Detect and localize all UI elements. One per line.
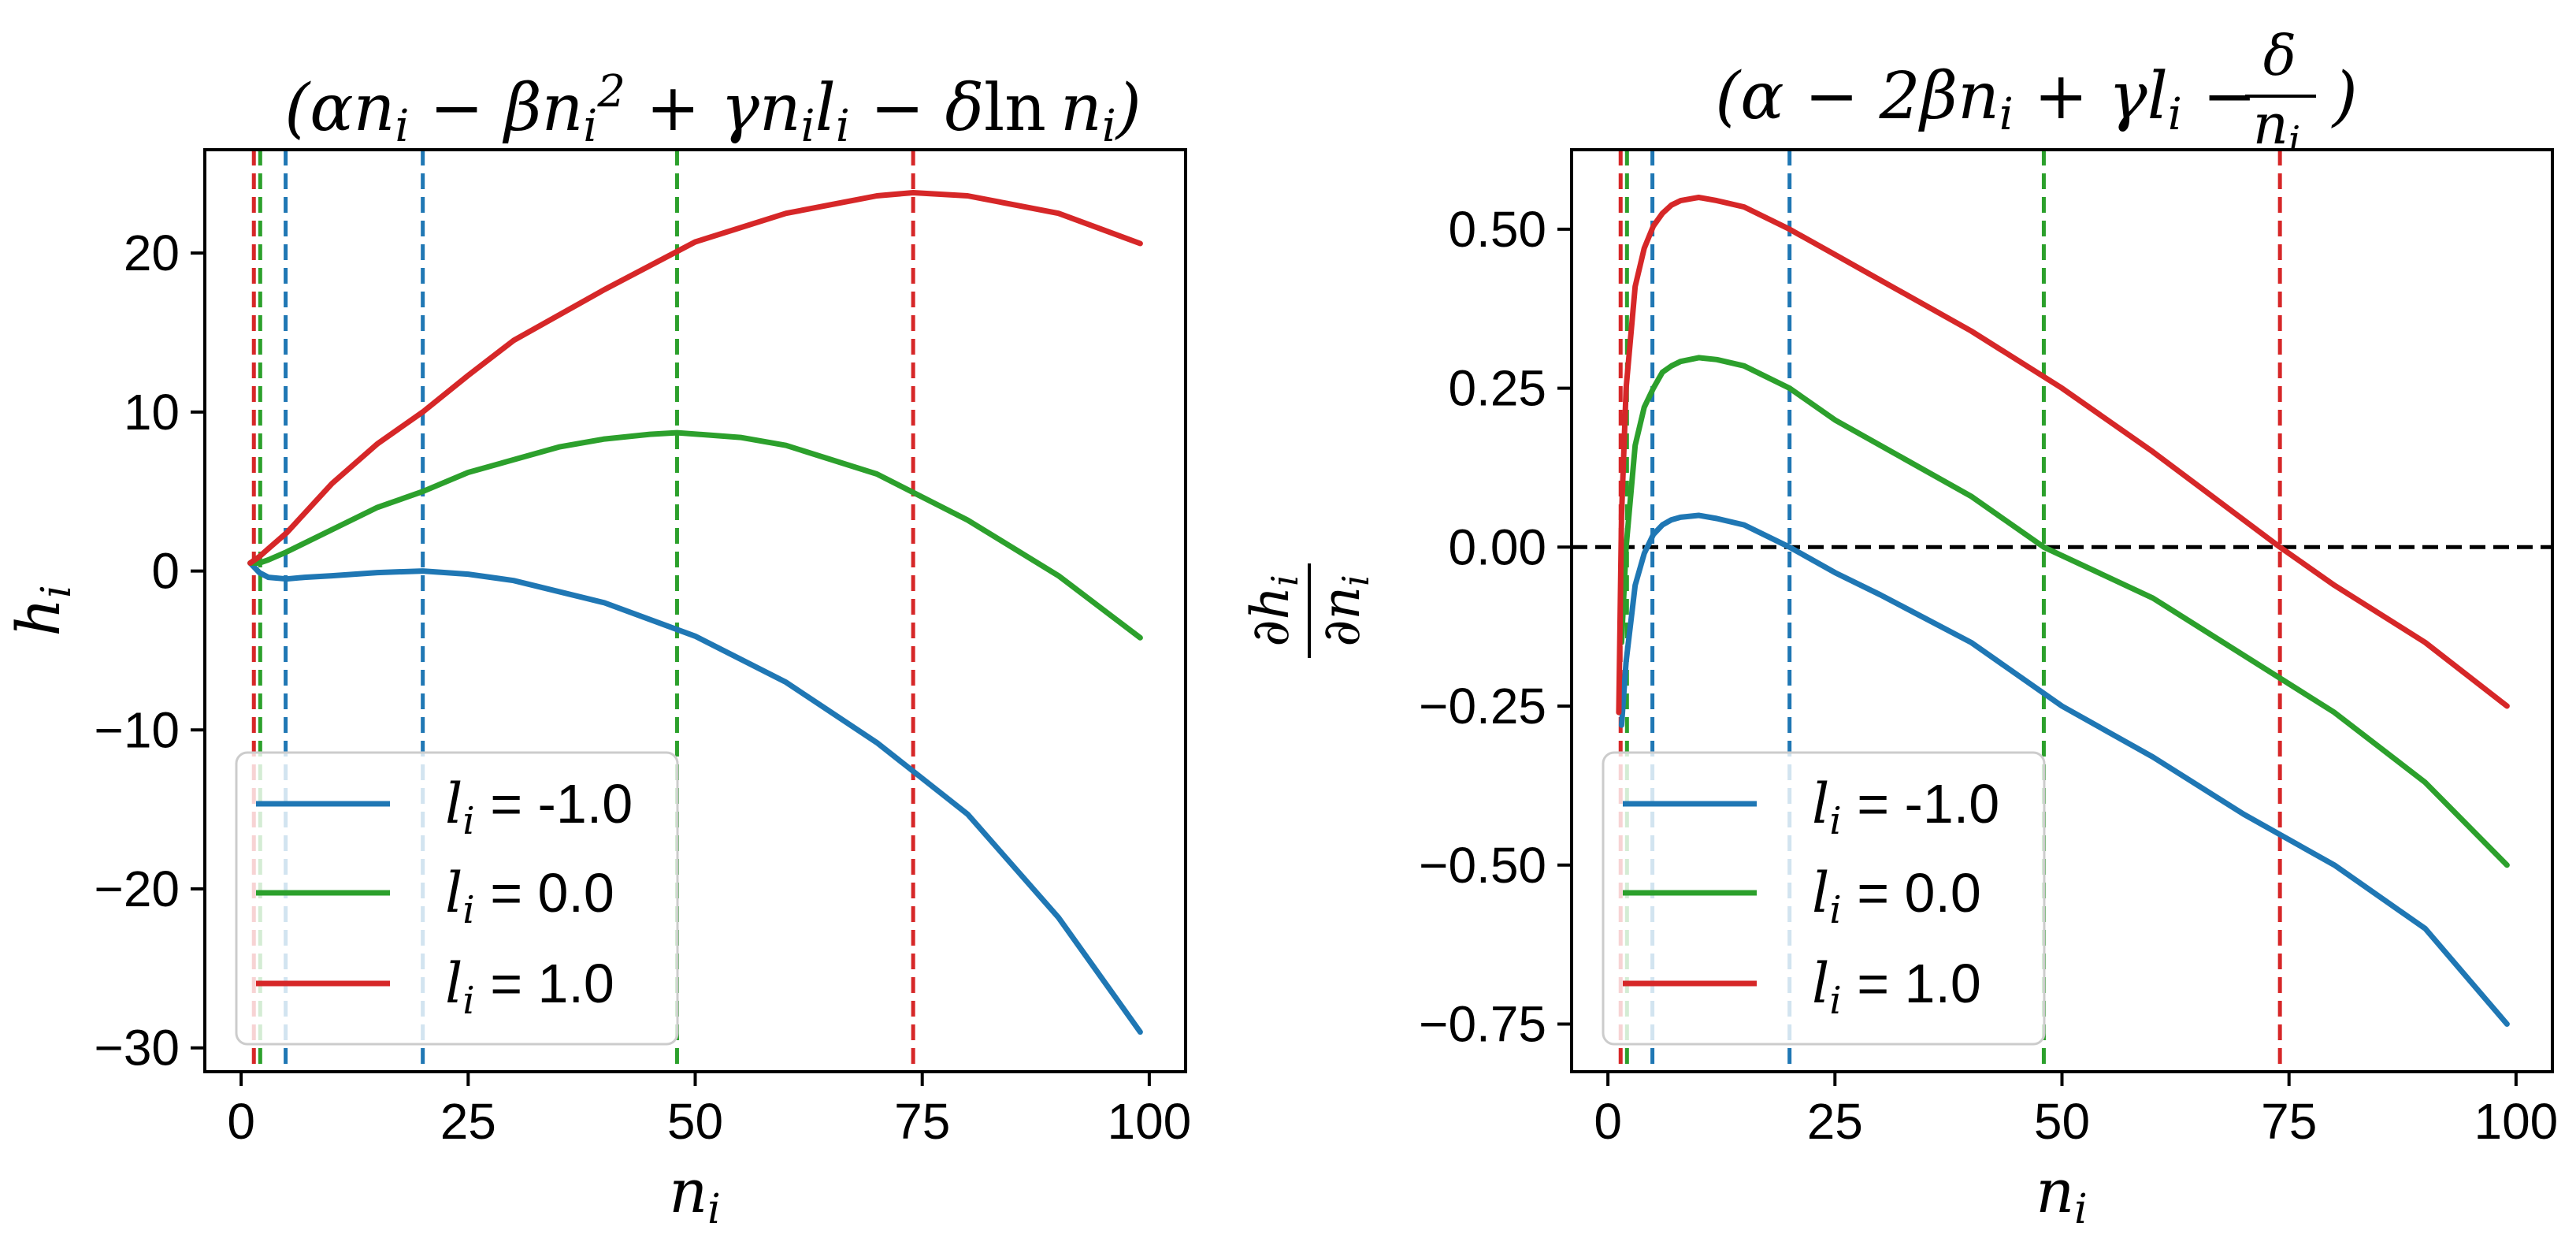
right-legend-label-blue: li = -1.0 — [1812, 771, 1999, 843]
left-x-tick-label-1: 25 — [440, 1093, 496, 1150]
left-x-axis-label: ni — [669, 1156, 721, 1233]
left-series-line-1 — [247, 429, 1143, 641]
right-y-tick-label-3: −0.25 — [1419, 678, 1546, 734]
left-x-tick-label-3: 75 — [894, 1093, 950, 1150]
left-y-tick-label-0: 20 — [124, 225, 180, 281]
right-x-tick-label-3: 75 — [2261, 1093, 2317, 1150]
left-legend-label-green: li = 0.0 — [445, 861, 614, 932]
right-y-tick-label-4: −0.50 — [1419, 837, 1546, 894]
right-x-tick-label-1: 25 — [1807, 1093, 1863, 1150]
right-chart: (α − 2βni + γli − ) δ ni 0 25 50 75 1000.500… — [1240, 24, 2558, 1233]
left-legend-label-blue: li = -1.0 — [445, 771, 633, 843]
right-x-tick-label-2: 50 — [2034, 1093, 2090, 1150]
right-legend-label-green: li = 0.0 — [1812, 861, 1981, 932]
left-y-tick-label-3: −10 — [94, 701, 180, 758]
left-y-axis-label: hi — [3, 585, 80, 637]
right-y-tick-label-1: 0.25 — [1448, 360, 1546, 417]
right-y-tick-label-5: −0.75 — [1419, 995, 1546, 1052]
left-y-tick-label-5: −30 — [94, 1020, 180, 1076]
left-x-tick-label-4: 100 — [1107, 1093, 1191, 1150]
left-chart-title: (αni − βni2 + γnili − δln ni) — [284, 66, 1141, 152]
right-legend-label-red: li = 1.0 — [1812, 951, 1981, 1023]
right-ticks: 0 25 50 75 100 0.50 0.25 0.00 −0.25 −0.50 −0.75 — [1419, 201, 2558, 1150]
left-legend-label-red: li = 1.0 — [445, 951, 614, 1023]
right-x-tick-label-0: 0 — [1594, 1093, 1622, 1150]
left-legend: li = -1.0 li = 0.0 li = 1.0 — [235, 751, 679, 1046]
left-y-tick-label-2: 0 — [151, 543, 180, 600]
right-x-tick-label-4: 100 — [2474, 1093, 2558, 1150]
right-series-line-2 — [1616, 195, 2510, 716]
right-series-line-0 — [1618, 512, 2510, 1027]
right-chart-title: (α − 2βni + γli − ) — [1715, 59, 2357, 140]
left-series-line-0 — [247, 560, 1143, 1035]
right-plot-area — [1572, 150, 2552, 1072]
left-chart: (αni − βni2 + γnili − δln ni) 0 25 50 75 1002… — [3, 66, 1191, 1233]
left-y-tick-label-4: −20 — [94, 861, 180, 917]
left-y-tick-label-1: 10 — [124, 384, 180, 441]
right-x-axis-label: ni — [2036, 1156, 2088, 1233]
left-x-tick-label-0: 0 — [227, 1093, 255, 1150]
right-y-axis-label: ∂hi ∂ni — [1240, 563, 1377, 658]
right-legend-box — [1602, 751, 2046, 1046]
right-legend: li = -1.0 li = 0.0 li = 1.0 — [1602, 751, 2046, 1046]
left-series-line-2 — [247, 190, 1143, 566]
right-y-label-denominator: ∂ni — [1311, 574, 1377, 646]
right-y-tick-label-2: 0.00 — [1448, 519, 1546, 575]
left-x-tick-label-2: 50 — [667, 1093, 723, 1150]
left-legend-box — [235, 751, 679, 1046]
right-series-line-1 — [1618, 355, 2510, 868]
right-y-tick-label-0: 0.50 — [1448, 201, 1546, 258]
right-y-label-numerator: ∂hi — [1240, 574, 1306, 646]
right-title-frac-numerator: δ — [2263, 24, 2296, 88]
